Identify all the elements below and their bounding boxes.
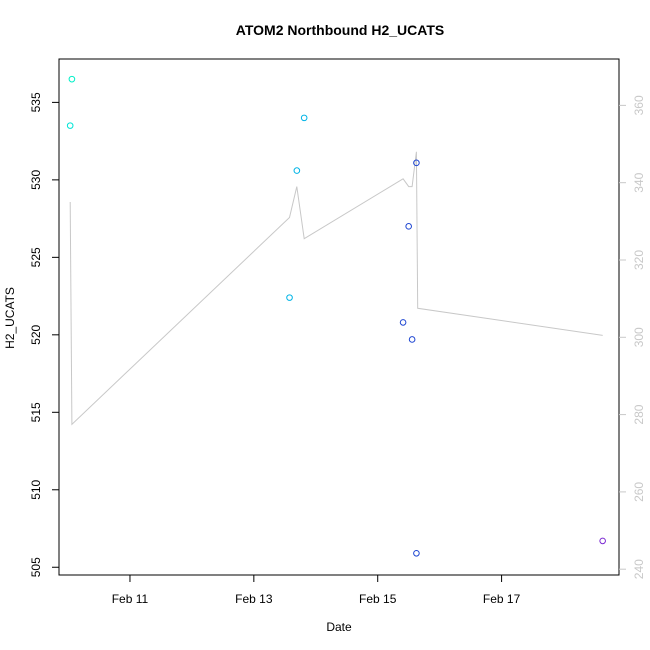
y-axis-label: H2_UCATS <box>3 287 17 349</box>
y-left-tick-label: 505 <box>29 557 43 577</box>
y-left-tick-label: 510 <box>29 479 43 499</box>
x-tick-label: Feb 17 <box>483 592 521 606</box>
series-line <box>69 151 603 426</box>
data-point <box>68 75 76 83</box>
y-axis-left: 505 510 515 520 525 530 535 <box>29 92 59 577</box>
chart-title: ATOM2 Northbound H2_UCATS <box>236 22 444 38</box>
data-point <box>286 294 293 301</box>
data-point <box>399 319 407 326</box>
point-series <box>66 75 606 557</box>
x-axis-label: Date <box>326 620 352 634</box>
data-point <box>405 223 412 230</box>
y-left-tick-label: 535 <box>29 92 43 112</box>
x-tick-label: Feb 11 <box>112 592 149 606</box>
y-right-tick-label: 300 <box>632 327 646 347</box>
data-point <box>300 114 308 122</box>
data-point <box>599 537 606 545</box>
data-point <box>413 550 420 557</box>
data-point <box>66 122 74 129</box>
plot-frame <box>58 58 620 576</box>
y-left-tick-label: 520 <box>29 324 43 344</box>
y-left-tick-label: 515 <box>29 402 43 422</box>
data-point <box>413 159 420 167</box>
y-right-tick-label: 360 <box>632 95 646 115</box>
y-axis-right: 240 260 280 300 320 340 360 <box>619 95 646 579</box>
y-right-tick-label: 240 <box>632 559 646 579</box>
x-tick-label: Feb 13 <box>235 592 273 606</box>
y-right-tick-label: 260 <box>632 482 646 502</box>
data-point <box>293 167 301 174</box>
line-series <box>69 151 603 426</box>
y-right-tick-label: 320 <box>632 250 646 270</box>
y-right-tick-label: 280 <box>632 404 646 424</box>
y-right-tick-label: 340 <box>632 172 646 192</box>
x-axis: Feb 11 Feb 13 Feb 15 Feb 17 <box>112 575 521 606</box>
y-left-tick-label: 525 <box>29 247 43 267</box>
x-tick-label: Feb 15 <box>359 592 397 606</box>
data-point <box>408 336 416 343</box>
y-left-tick-label: 530 <box>29 170 43 190</box>
